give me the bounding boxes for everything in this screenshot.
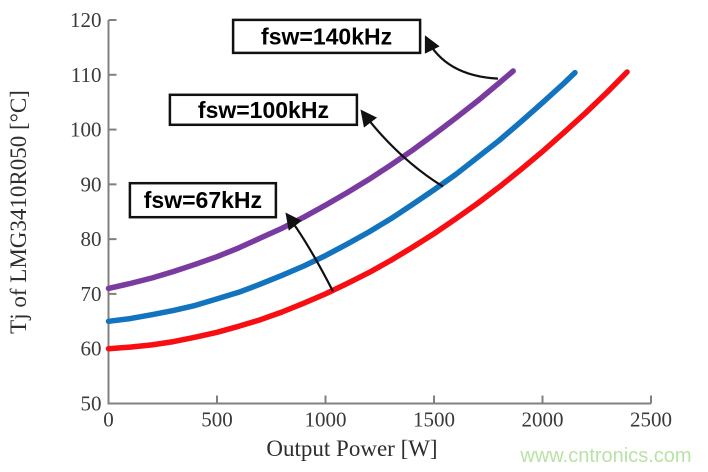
y-tick-label: 60 <box>81 337 102 361</box>
annotation-fsw-100khz: fsw=100kHz <box>168 93 444 188</box>
y-tick-label: 90 <box>81 172 102 196</box>
annotation-box <box>231 18 422 55</box>
annotation-arrow <box>424 35 499 80</box>
series-fsw-100khz <box>105 69 578 325</box>
annotation-arrow <box>285 212 334 292</box>
x-tick-label: 1500 <box>413 408 455 432</box>
y-tick-label: 70 <box>81 282 102 306</box>
y-tick-label: 80 <box>81 227 102 251</box>
y-tick-label: 50 <box>81 392 102 416</box>
annotation-arrow <box>360 109 444 188</box>
x-tick-label: 0 <box>103 408 114 432</box>
series-fsw-67khz <box>105 69 630 352</box>
plot-area: 0 500 1000 1500 2000 2500 50 60 70 80 90 100 110 120 f… <box>70 8 672 432</box>
y-axis-title: Tj of LMG3410R050 [°C] <box>6 90 31 334</box>
annotation-fsw-67khz: fsw=67kHz <box>128 181 334 292</box>
x-tick-label: 2500 <box>630 408 672 432</box>
y-tick-label: 100 <box>70 118 102 142</box>
x-axis-title: Output Power [W] <box>266 436 437 461</box>
x-tick-label: 2000 <box>522 408 564 432</box>
annotation-box <box>128 181 278 219</box>
series-fsw-140khz <box>105 68 516 292</box>
y-tick-label: 120 <box>70 8 102 32</box>
watermark: www.cntronics.com <box>519 445 691 467</box>
x-tick-label: 500 <box>201 408 233 432</box>
annotation-label: fsw=67kHz <box>144 187 262 213</box>
annotation-label: fsw=100kHz <box>198 97 329 123</box>
annotation-box <box>168 93 359 127</box>
x-tick-label: 1000 <box>305 408 347 432</box>
annotation-label: fsw=140kHz <box>261 23 392 49</box>
y-tick-label: 110 <box>71 63 102 87</box>
annotation-fsw-140khz: fsw=140kHz <box>231 18 499 80</box>
